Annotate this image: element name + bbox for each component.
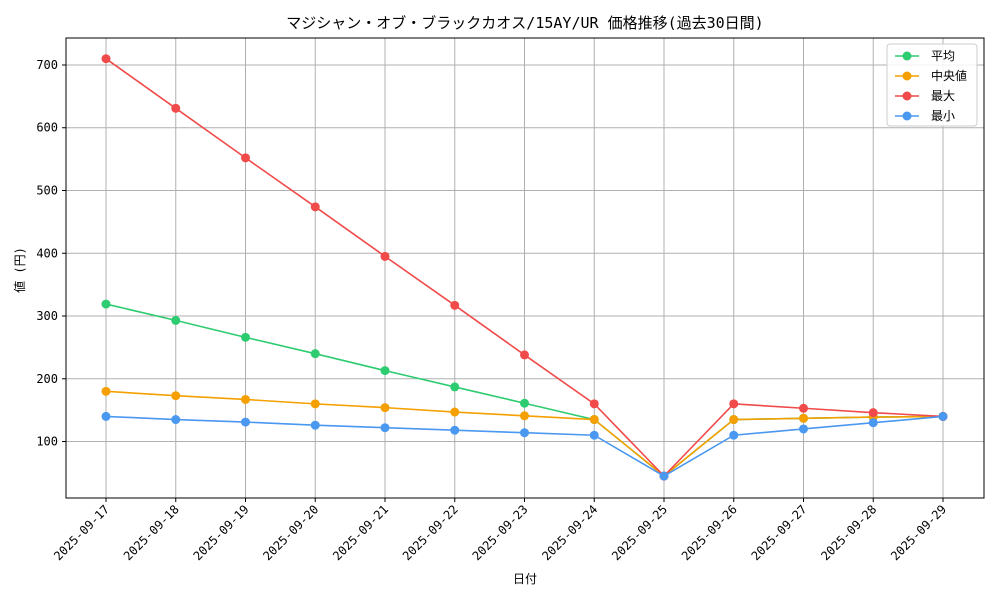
legend-item: 中央値 (895, 68, 967, 83)
y-tick-label: 300 (36, 309, 58, 323)
legend-label: 中央値 (931, 68, 967, 83)
x-tick-label: 2025-09-20 (260, 502, 321, 563)
axes: 2025-09-17 2025-09-18 2025-09-19 2025-09-20… (36, 58, 949, 563)
data-point (380, 251, 390, 261)
series-2 (101, 54, 948, 481)
x-tick-label: 2025-09-21 (330, 502, 391, 563)
data-point (520, 398, 529, 408)
x-tick-label: 2025-09-26 (679, 502, 740, 563)
series-3 (101, 411, 948, 481)
data-point (171, 391, 181, 401)
data-point (589, 430, 599, 440)
data-point (868, 418, 878, 428)
y-axis-label: 値 (円) (12, 247, 27, 293)
data-point (310, 349, 320, 359)
legend-item: 平均 (895, 49, 955, 63)
data-point (101, 299, 111, 309)
x-tick-label: 2025-09-25 (609, 502, 670, 563)
chart-title: マジシャン・オブ・ブラックカオス/15AY/UR 価格推移(過去30日間) (286, 14, 763, 32)
y-tick-label: 500 (36, 183, 58, 197)
legend-marker (902, 91, 912, 101)
data-point (241, 332, 250, 342)
data-point (520, 411, 529, 421)
x-tick-label: 2025-09-24 (539, 502, 600, 563)
x-tick-label: 2025-09-17 (51, 502, 112, 563)
grid (66, 38, 984, 498)
legend-item: 最大 (895, 89, 955, 103)
data-point (659, 471, 669, 481)
data-point (380, 403, 390, 413)
data-point (171, 415, 181, 425)
data-point (799, 403, 808, 413)
legend-marker (902, 71, 912, 81)
data-point (241, 417, 250, 427)
x-tick-label: 2025-09-27 (749, 502, 810, 563)
data-point (868, 408, 878, 418)
data-point (799, 424, 808, 434)
y-tick-label: 200 (36, 372, 58, 386)
x-axis-label: 日付 (513, 572, 537, 586)
y-tick-label: 700 (36, 58, 58, 72)
legend-marker (902, 51, 912, 61)
x-tick-label: 2025-09-19 (191, 502, 252, 563)
series (101, 54, 948, 481)
data-point (450, 407, 460, 417)
legend-box (886, 43, 978, 127)
data-point (310, 420, 320, 430)
x-tick-label: 2025-09-23 (470, 502, 531, 563)
data-point (171, 315, 181, 325)
legend-label: 平均 (931, 49, 955, 63)
x-tick-label: 2025-09-29 (888, 502, 949, 563)
x-tick-label: 2025-09-22 (400, 502, 461, 563)
data-point (799, 413, 808, 423)
data-point (520, 350, 529, 360)
legend-label: 最大 (931, 89, 955, 103)
x-tick-label: 2025-09-28 (818, 502, 879, 563)
legend-marker (902, 111, 912, 121)
data-point (380, 366, 390, 376)
data-point (101, 411, 111, 421)
data-point (589, 399, 599, 409)
data-point (450, 300, 460, 310)
data-point (310, 202, 320, 212)
data-point (589, 415, 599, 425)
data-point (729, 430, 739, 440)
legend-label: 最小 (931, 109, 955, 123)
data-point (101, 54, 111, 64)
data-point (520, 428, 529, 438)
data-point (310, 399, 320, 409)
data-point (450, 382, 460, 392)
data-point (241, 153, 250, 163)
data-point (729, 399, 739, 409)
data-point (729, 415, 739, 425)
data-point (171, 103, 181, 113)
data-point (241, 394, 250, 404)
data-point (380, 423, 390, 433)
data-point (938, 411, 948, 421)
data-point (450, 425, 460, 435)
y-tick-label: 600 (36, 121, 58, 135)
y-tick-label: 100 (36, 435, 58, 449)
data-point (101, 386, 111, 396)
x-tick-label: 2025-09-18 (121, 502, 182, 563)
y-tick-label: 400 (36, 246, 58, 260)
legend-item: 最小 (895, 109, 955, 123)
